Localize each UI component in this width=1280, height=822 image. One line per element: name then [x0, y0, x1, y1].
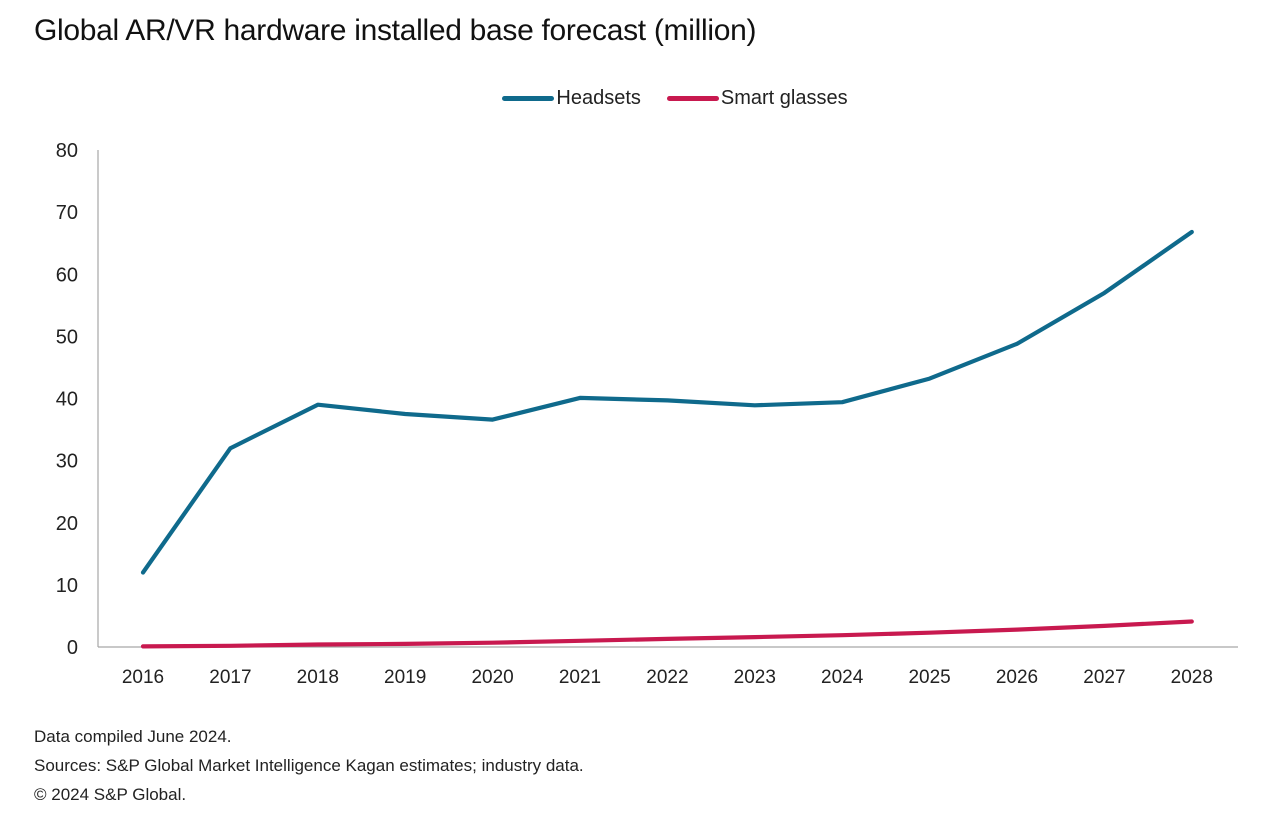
legend-label-headsets: Headsets: [556, 87, 641, 109]
y-tick-label: 80: [56, 140, 78, 162]
x-tick-label: 2027: [1083, 667, 1125, 688]
chart-notes: Data compiled June 2024. Sources: S&P Gl…: [34, 722, 584, 809]
x-tick-label: 2022: [646, 667, 688, 688]
x-tick-label: 2025: [908, 667, 950, 688]
y-tick-label: 0: [67, 637, 78, 659]
x-tick-label: 2019: [384, 667, 426, 688]
chart-title: Global AR/VR hardware installed base for…: [34, 14, 757, 47]
legend-label-smart-glasses: Smart glasses: [720, 87, 848, 109]
series-line-headsets: [140, 229, 1194, 575]
legend: Headsets Smart glasses: [0, 87, 1280, 110]
y-tick-label: 30: [56, 451, 78, 473]
series-line-smart-glasses: [140, 619, 1194, 649]
y-tick-label: 20: [56, 513, 78, 535]
x-tick-label: 2028: [1171, 667, 1213, 688]
x-tick-label: 2024: [821, 667, 864, 688]
x-tick-label: 2020: [471, 667, 513, 688]
x-tick-label: 2016: [122, 667, 164, 688]
y-tick-label: 40: [56, 389, 78, 411]
note-compiled: Data compiled June 2024.: [34, 727, 232, 746]
x-tick-label: 2026: [996, 667, 1038, 688]
x-tick-label: 2018: [297, 667, 339, 688]
y-tick-label: 60: [56, 264, 78, 286]
note-sources: Sources: S&P Global Market Intelligence …: [34, 756, 584, 775]
legend-item-headsets: Headsets: [502, 87, 641, 110]
x-tick-label: 2017: [209, 667, 251, 688]
x-tick-label: 2023: [734, 667, 776, 688]
legend-swatch-smart-glasses: [666, 96, 719, 101]
note-copyright: © 2024 S&P Global.: [34, 785, 187, 804]
y-tick-label: 10: [56, 575, 78, 597]
x-tick-label: 2021: [559, 667, 601, 688]
legend-item-smart-glasses: Smart glasses: [666, 87, 848, 110]
y-tick-label: 50: [56, 326, 78, 348]
legend-swatch-headsets: [502, 96, 555, 101]
y-tick-label: 70: [56, 202, 78, 224]
